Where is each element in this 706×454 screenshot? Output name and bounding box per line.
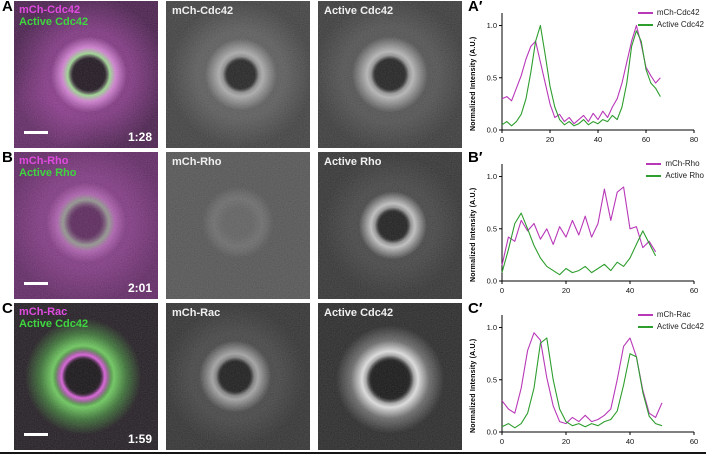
svg-text:40: 40 bbox=[594, 135, 602, 144]
channel-label: mCh-Cdc42 bbox=[172, 5, 234, 17]
row-a: A mCh-Cdc42 Active Cdc42 1:28 mCh-Cdc42 … bbox=[0, 0, 706, 148]
svg-text:60: 60 bbox=[690, 437, 698, 446]
line-chart-c: C′ Normalized Intensity (A.U.) 0 20 40 60 0.… bbox=[464, 300, 706, 450]
noise-texture bbox=[318, 1, 462, 148]
svg-text:80: 80 bbox=[690, 135, 698, 144]
channel-labels: mCh-Rho Active Rho bbox=[19, 155, 76, 180]
line-chart-b: B′ Normalized Intensity (A.U.) 0 20 40 60 0.… bbox=[464, 149, 706, 299]
micrograph-active-cdc42-c: Active Cdc42 bbox=[318, 303, 462, 450]
svg-text:20: 20 bbox=[562, 437, 570, 446]
legend-swatch-green bbox=[637, 325, 653, 328]
plot-area: 0 20 40 60 0.0 0.5 1.0 bbox=[487, 164, 698, 295]
panel-letter-a: A bbox=[2, 0, 13, 15]
noise-texture bbox=[166, 152, 310, 299]
panel-letter-c: C bbox=[2, 300, 13, 317]
channel-label-green: Active Rho bbox=[19, 167, 77, 180]
svg-text:20: 20 bbox=[562, 286, 570, 295]
noise-texture bbox=[166, 1, 310, 148]
channel-label: Active Rho bbox=[324, 156, 382, 168]
legend-label: Active Rho bbox=[665, 171, 704, 180]
legend-label: mCh-Rho bbox=[665, 159, 700, 168]
line-chart-a: A′ Normalized Intensity (A.U.) 0 20 40 60 80… bbox=[464, 0, 706, 148]
scale-bar bbox=[24, 282, 48, 285]
channel-label-magenta: mCh-Rho bbox=[19, 155, 69, 167]
scale-bar bbox=[24, 433, 48, 436]
panel-letter-b: B bbox=[2, 149, 13, 166]
svg-text:0.5: 0.5 bbox=[487, 375, 497, 384]
channel-label: mCh-Rac bbox=[172, 307, 221, 319]
svg-text:0.5: 0.5 bbox=[487, 224, 497, 233]
svg-text:0.0: 0.0 bbox=[487, 126, 497, 135]
micrograph-active-cdc42: Active Cdc42 bbox=[318, 1, 462, 148]
legend-item: Active Cdc42 bbox=[637, 20, 704, 29]
legend-swatch-magenta bbox=[646, 162, 662, 165]
svg-text:0.5: 0.5 bbox=[487, 73, 497, 82]
svg-text:1.0: 1.0 bbox=[487, 172, 497, 181]
timestamp: 2:01 bbox=[127, 281, 152, 295]
panel-letter-c-prime: C′ bbox=[468, 300, 483, 317]
scale-bar bbox=[24, 131, 48, 134]
svg-text:0: 0 bbox=[500, 135, 504, 144]
legend-label: Active Cdc42 bbox=[656, 322, 704, 331]
svg-text:1.0: 1.0 bbox=[487, 21, 497, 30]
legend-item: Active Rho bbox=[646, 171, 704, 180]
noise-texture bbox=[166, 303, 310, 450]
row-c: C mCh-Rac Active Cdc42 1:59 mCh-Rac Acti… bbox=[0, 300, 706, 450]
channel-label-green: Active Cdc42 bbox=[19, 16, 89, 29]
noise-texture bbox=[318, 303, 462, 450]
micrograph-active-rho: Active Rho bbox=[318, 152, 462, 299]
timestamp: 1:28 bbox=[127, 130, 152, 144]
chart-legend: mCh-Rac Active Cdc42 bbox=[637, 310, 704, 331]
channel-label: mCh-Rho bbox=[172, 156, 222, 168]
legend-item: mCh-Rho bbox=[646, 159, 704, 168]
micrograph-merge-c: mCh-Rac Active Cdc42 1:59 bbox=[14, 303, 158, 450]
micrograph-mch-rho: mCh-Rho bbox=[166, 152, 310, 299]
channel-labels: mCh-Rac Active Cdc42 bbox=[19, 306, 88, 331]
micrograph-mch-rac: mCh-Rac bbox=[166, 303, 310, 450]
legend-swatch-magenta bbox=[637, 313, 653, 316]
panel-letter-a-prime: A′ bbox=[468, 0, 483, 15]
timestamp: 1:59 bbox=[127, 432, 152, 446]
svg-text:20: 20 bbox=[546, 135, 554, 144]
channel-label-magenta: mCh-Rac bbox=[19, 306, 68, 318]
svg-text:0: 0 bbox=[500, 286, 504, 295]
micrograph-mch-cdc42: mCh-Cdc42 bbox=[166, 1, 310, 148]
micrograph-merge-b: mCh-Rho Active Rho 2:01 bbox=[14, 152, 158, 299]
legend-label: mCh-Rac bbox=[656, 310, 691, 319]
legend-item: mCh-Cdc42 bbox=[637, 8, 704, 17]
channel-label: Active Cdc42 bbox=[324, 307, 394, 319]
micrograph-merge-a: mCh-Cdc42 Active Cdc42 1:28 bbox=[14, 1, 158, 148]
channel-label-green: Active Cdc42 bbox=[19, 318, 89, 331]
svg-text:0.0: 0.0 bbox=[487, 428, 497, 437]
svg-text:0: 0 bbox=[500, 437, 504, 446]
noise-texture bbox=[318, 152, 462, 299]
plot-area: 0 20 40 60 80 0.0 0.5 1.0 bbox=[487, 13, 698, 144]
legend-swatch-green bbox=[646, 174, 662, 177]
legend-label: Active Cdc42 bbox=[656, 20, 704, 29]
svg-text:40: 40 bbox=[626, 437, 634, 446]
chart-legend: mCh-Cdc42 Active Cdc42 bbox=[637, 8, 704, 29]
channel-labels: mCh-Cdc42 Active Cdc42 bbox=[19, 4, 88, 29]
svg-text:40: 40 bbox=[626, 286, 634, 295]
chart-legend: mCh-Rho Active Rho bbox=[646, 159, 704, 180]
svg-text:1.0: 1.0 bbox=[487, 323, 497, 332]
channel-label: Active Cdc42 bbox=[324, 5, 394, 17]
legend-item: mCh-Rac bbox=[637, 310, 704, 319]
legend-swatch-green bbox=[637, 23, 653, 26]
channel-label-magenta: mCh-Cdc42 bbox=[19, 4, 81, 16]
row-b: B mCh-Rho Active Rho 2:01 mCh-Rho Active… bbox=[0, 149, 706, 299]
legend-label: mCh-Cdc42 bbox=[656, 8, 700, 17]
svg-text:0.0: 0.0 bbox=[487, 277, 497, 286]
legend-swatch-magenta bbox=[637, 11, 653, 14]
legend-item: Active Cdc42 bbox=[637, 322, 704, 331]
plot-area: 0 20 40 60 0.0 0.5 1.0 bbox=[487, 315, 698, 446]
panel-letter-b-prime: B′ bbox=[468, 149, 483, 166]
svg-text:60: 60 bbox=[642, 135, 650, 144]
svg-text:60: 60 bbox=[690, 286, 698, 295]
